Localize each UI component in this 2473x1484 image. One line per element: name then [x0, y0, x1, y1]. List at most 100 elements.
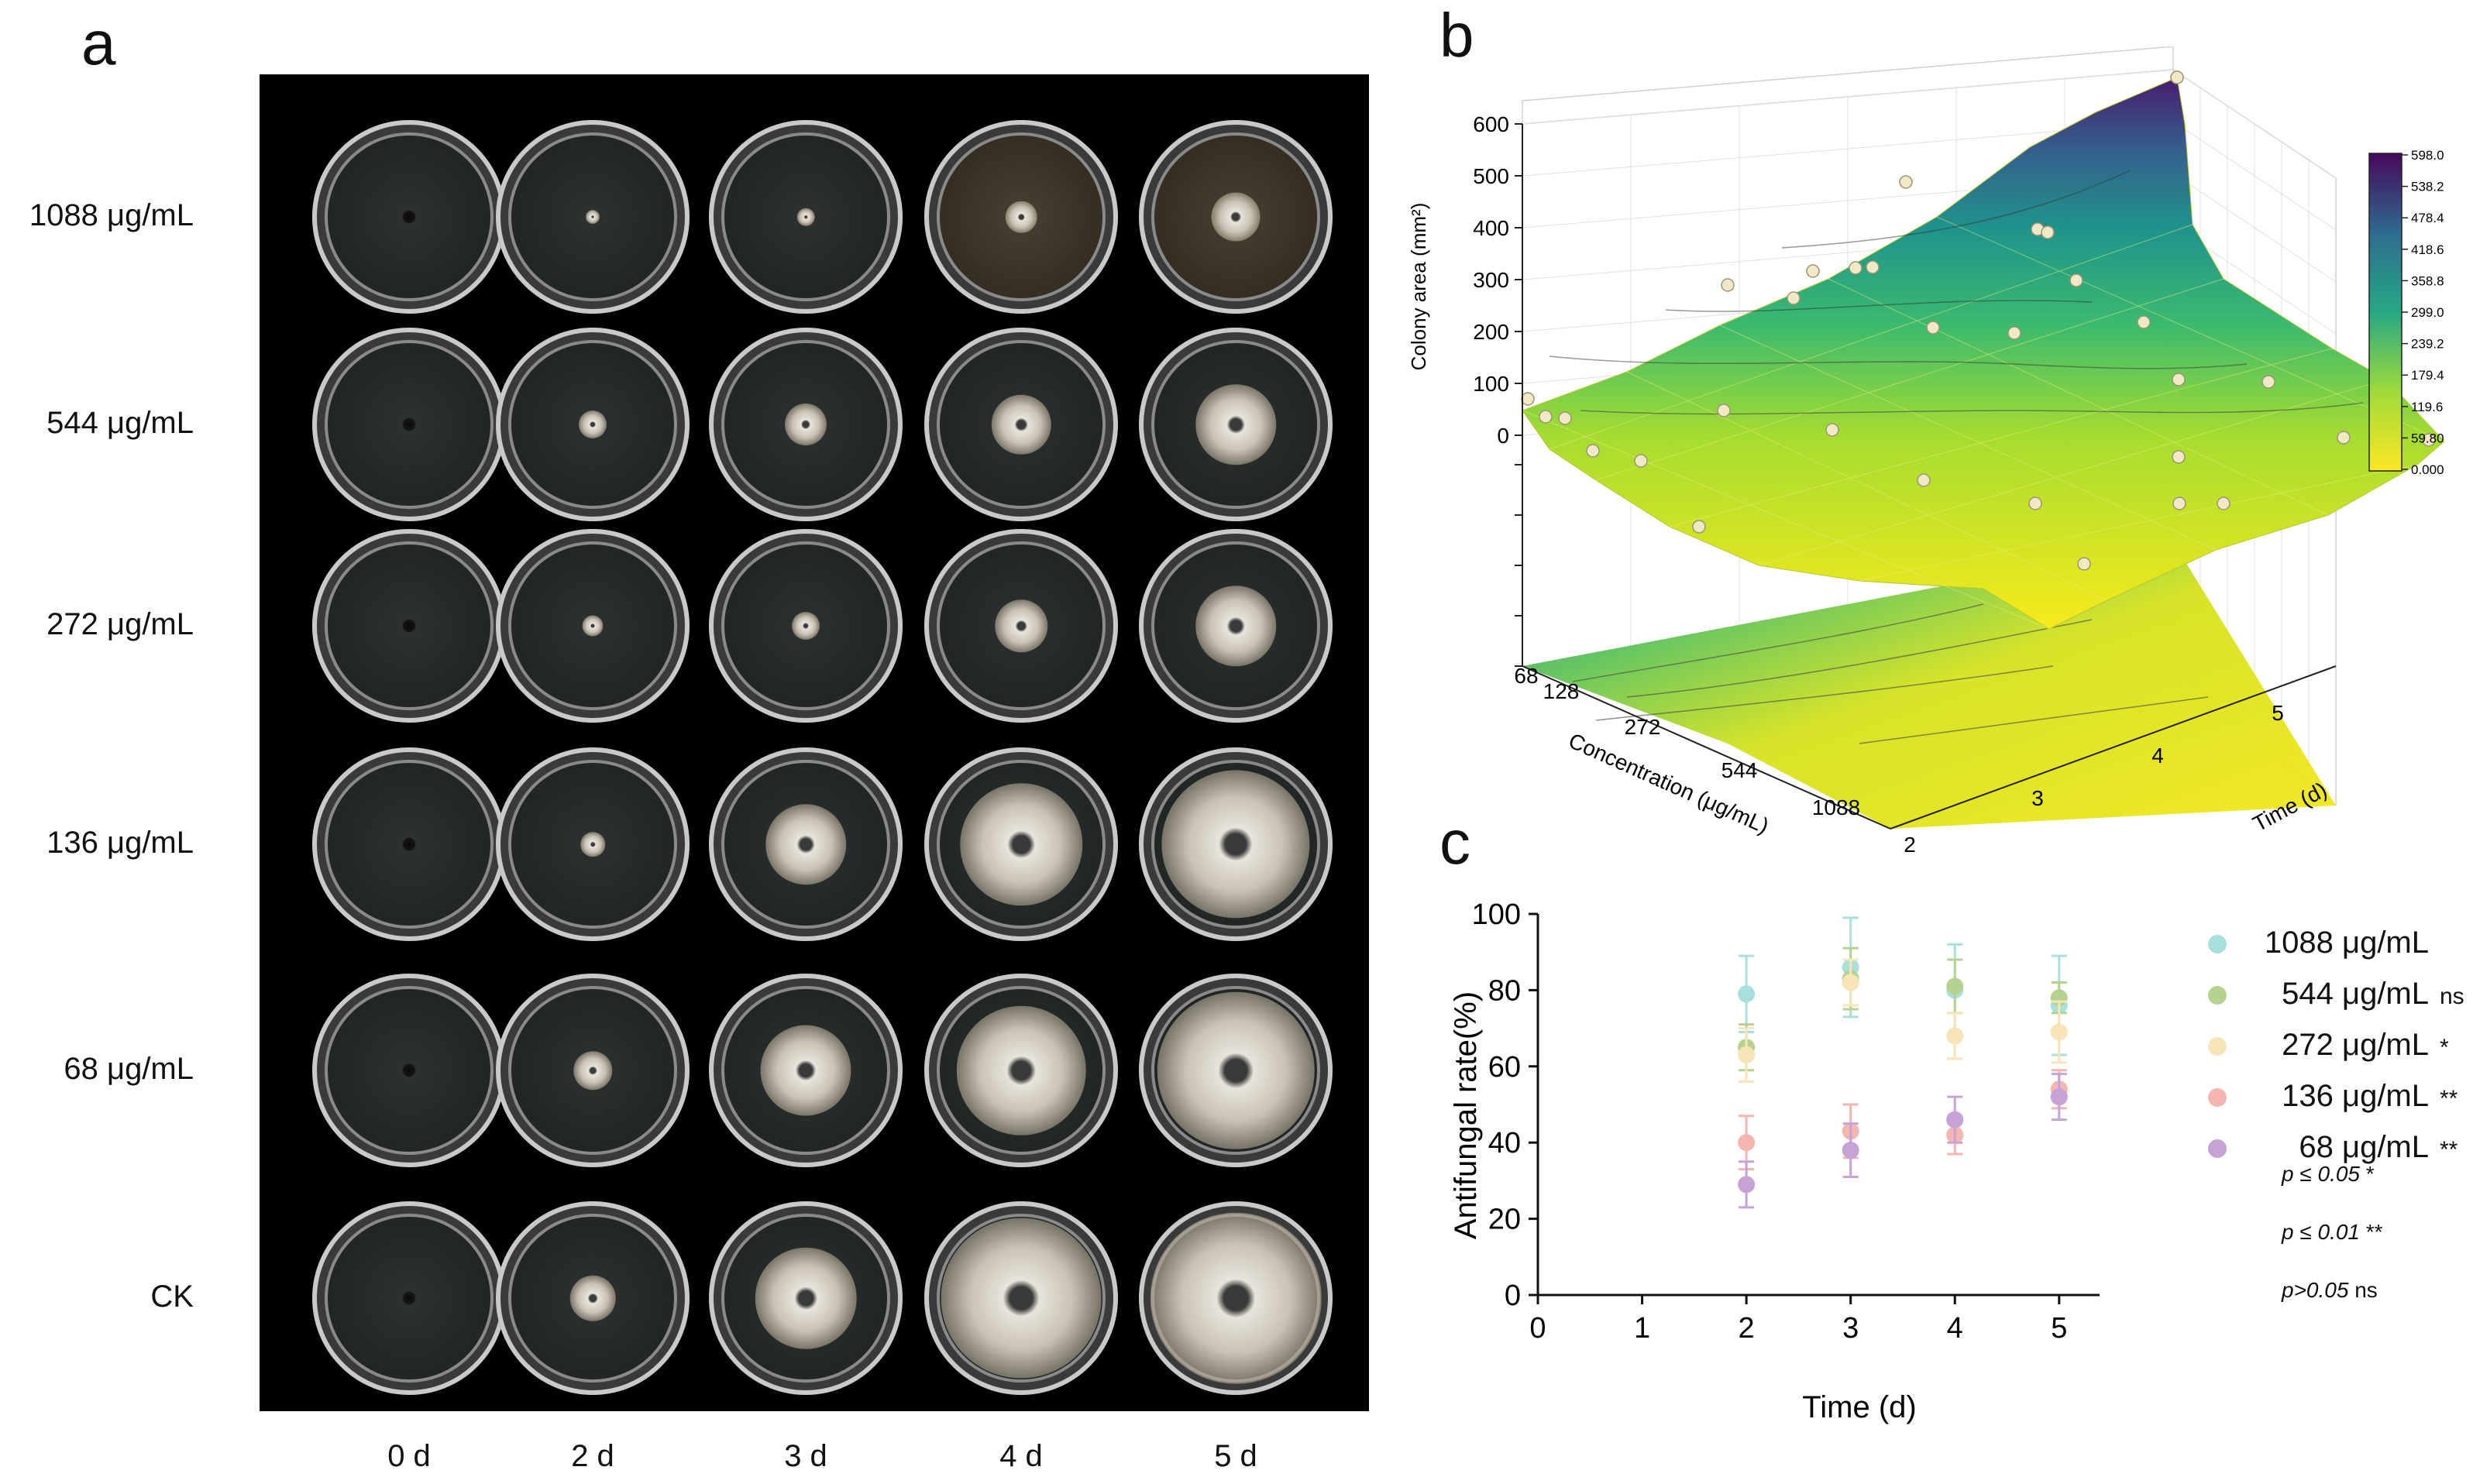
- legend-marker: [2208, 935, 2227, 954]
- petri-dish: [1139, 974, 1333, 1167]
- significance-note: p ≤ 0.05 *: [2282, 1162, 2375, 1187]
- note-label: p>0.05: [2282, 1278, 2349, 1302]
- petri-dish: [312, 120, 506, 314]
- colorbar-tick-label: 179.4: [2411, 368, 2444, 383]
- surface-data-point: [1692, 520, 1706, 534]
- note-symbol: **: [2360, 1220, 2383, 1244]
- fungal-colony: [402, 417, 416, 431]
- surface-data-point: [1899, 175, 1913, 189]
- surface-data-point: [2007, 326, 2021, 340]
- surface-data-point: [2069, 273, 2083, 287]
- fungal-colony: [991, 394, 1051, 455]
- fungal-colony: [755, 1247, 857, 1349]
- surface-data-point: [1521, 392, 1535, 406]
- fungal-colony: [579, 411, 607, 438]
- data-point: [1946, 1111, 1964, 1128]
- petri-dish: [1139, 747, 1333, 941]
- colorbar-tick-label: 0.000: [2411, 462, 2444, 477]
- colony-area-surface: [1522, 77, 2445, 630]
- surface-contour-lines: [1549, 170, 2364, 415]
- colorbar-tick-label: 358.8: [2411, 273, 2444, 288]
- legend-label: 544 μg/mL: [2282, 977, 2429, 1011]
- surface-mesh: [1522, 216, 2445, 630]
- surface-data-point: [2137, 315, 2151, 329]
- data-point: [2050, 1023, 2068, 1041]
- colorbar-tick-label: 418.6: [2411, 242, 2444, 257]
- x-tick-label: 128: [1543, 679, 1580, 703]
- fungal-colony: [573, 1051, 612, 1090]
- fungal-colony: [760, 1025, 851, 1116]
- fungal-colony: [941, 1218, 1102, 1379]
- x-tick-label: 3: [1842, 1312, 1859, 1345]
- fungal-colony: [796, 208, 815, 226]
- surface-data-point: [1849, 261, 1862, 275]
- significance-note: p>0.05 ns: [2282, 1278, 2378, 1303]
- petri-dish-photo-grid: [260, 74, 1369, 1411]
- fungal-colony: [1195, 384, 1276, 465]
- colorbar-tick-label: 239.2: [2411, 337, 2444, 352]
- data-point: [1946, 1027, 1964, 1045]
- z-tick-label: 100: [1473, 372, 1509, 396]
- fungal-colony: [785, 404, 827, 445]
- data-point: [1738, 1046, 1756, 1064]
- petri-dish: [709, 974, 903, 1167]
- petri-dish: [312, 529, 506, 723]
- colorbar-tick-label: 119.6: [2411, 400, 2443, 414]
- row-label: 68 μg/mL: [64, 1052, 194, 1086]
- colorbar-tick-label: 598.0: [2411, 148, 2444, 163]
- legend-entry: 136 μg/mL **: [2208, 1079, 2458, 1114]
- surface-plot: 600 500 400 300 200 100 0 Colony area (mm²) 68…: [1407, 46, 2445, 857]
- colorbar: [2368, 153, 2402, 472]
- surface-data-point: [1634, 454, 1648, 468]
- surface-data-point: [1926, 321, 1940, 335]
- petri-dish: [709, 747, 903, 941]
- z-tick-label: 200: [1473, 320, 1509, 344]
- petri-dish: [709, 120, 903, 314]
- petri-dish: [496, 328, 690, 521]
- colorbar-ticks: 598.0 538.2 478.4 418.6 358.8 299.0 239.2 179.4…: [2402, 148, 2444, 477]
- x-tick-label: 4: [1947, 1312, 1963, 1345]
- column-label: 0 d: [387, 1439, 431, 1473]
- petri-dish: [709, 529, 903, 723]
- petri-dish: [924, 529, 1118, 723]
- data-point: [2050, 1088, 2068, 1106]
- x-tick-label: 5: [2051, 1312, 2067, 1345]
- data-point: [1842, 1142, 1859, 1159]
- data-point: [1738, 1134, 1756, 1152]
- fungal-colony: [1157, 991, 1315, 1149]
- y-tick-label: 20: [1488, 1204, 1521, 1236]
- significance-note: p ≤ 0.01 **: [2282, 1220, 2383, 1245]
- colorbar-tick-label: 478.4: [2411, 211, 2444, 225]
- petri-dish: [312, 328, 506, 521]
- surface-data-point: [2172, 373, 2186, 386]
- petri-dish: [496, 974, 690, 1167]
- y-tick-label: 40: [1488, 1127, 1521, 1159]
- colorbar-tick-label: 299.0: [2411, 305, 2444, 320]
- row-label: CK: [150, 1280, 194, 1314]
- note-label: p ≤ 0.05: [2282, 1162, 2360, 1186]
- surface-data-point: [2217, 496, 2231, 510]
- y-tick-label: 60: [1488, 1051, 1521, 1084]
- legend-entry: 272 μg/mL *: [2208, 1028, 2449, 1063]
- fungal-colony: [402, 837, 416, 851]
- legend-entry: 544 μg/mL ns: [2208, 977, 2464, 1012]
- fungal-colony: [1211, 192, 1261, 242]
- column-label: 3 d: [784, 1439, 827, 1473]
- petri-dish: [312, 1201, 506, 1395]
- legend-marker: [2208, 1037, 2227, 1056]
- fungal-colony: [1005, 201, 1037, 233]
- surface-data-point: [1558, 411, 1572, 425]
- fungal-colony: [580, 832, 605, 857]
- chart-points: [1738, 916, 2068, 1209]
- legend-significance: **: [2440, 1086, 2458, 1111]
- column-label: 4 d: [999, 1439, 1043, 1473]
- legend-entry: 68 μg/mL **: [2208, 1130, 2458, 1165]
- column-label: 2 d: [571, 1439, 614, 1473]
- petri-dish: [924, 328, 1118, 521]
- row-label: 1088 μg/mL: [29, 198, 194, 232]
- legend-label: 136 μg/mL: [2282, 1079, 2429, 1113]
- legend-label: 1088 μg/mL: [2264, 926, 2429, 960]
- y-tick-label: 2: [1904, 833, 1916, 857]
- column-label: 5 d: [1214, 1439, 1257, 1473]
- legend-label: 68 μg/mL: [2299, 1130, 2429, 1164]
